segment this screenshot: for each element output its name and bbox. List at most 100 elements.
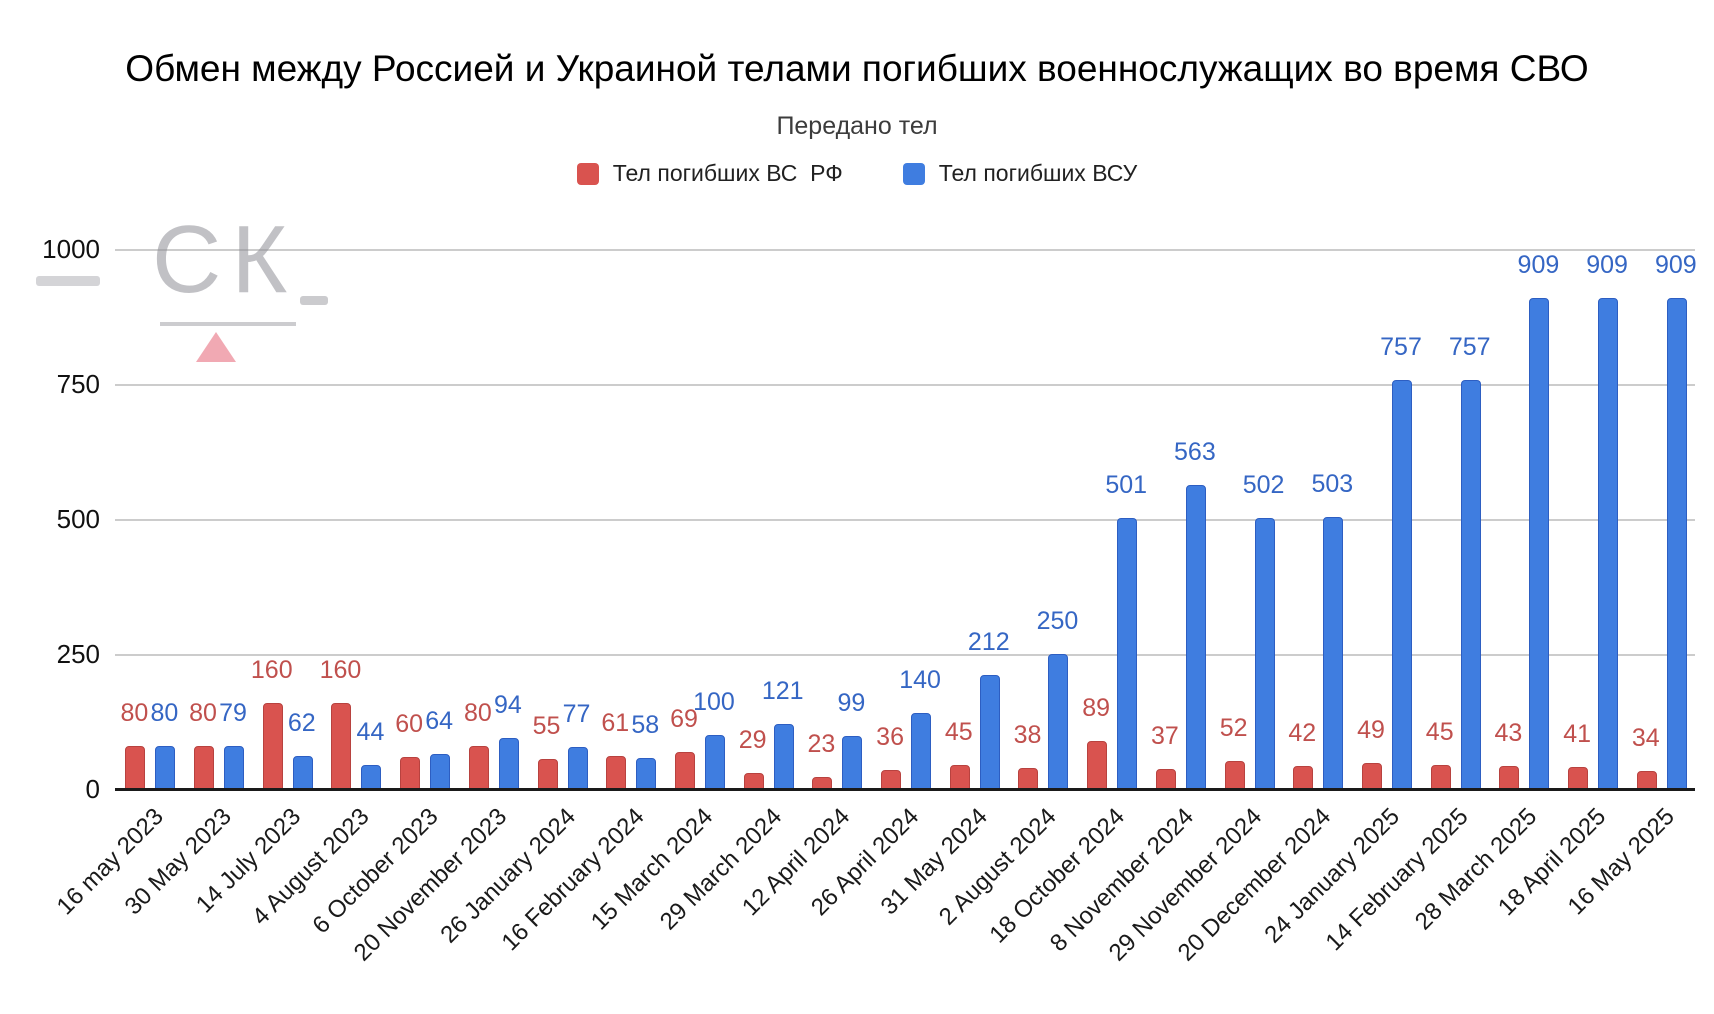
value-label-rf: 80 [463, 698, 492, 727]
bar-vsu [704, 735, 725, 791]
bar-vsu [224, 746, 245, 791]
bar-group: 45 757 14 February 2025 [1321, 251, 1491, 956]
legend-label-rf: Тел погибших ВС РФ [612, 160, 843, 186]
value-label-vsu: 501 [1105, 471, 1148, 500]
value-label-rf: 23 [807, 729, 836, 758]
legend-swatch-vsu-icon [902, 162, 925, 185]
value-label-vsu: 757 [1448, 333, 1491, 362]
bar-vsu [498, 738, 519, 791]
bar-vsu [430, 754, 451, 791]
bar-group: 41 909 18 April 2025 [1493, 251, 1628, 921]
bar-group: 49 757 24 January 2025 [1260, 251, 1422, 948]
bar-vsu [1598, 298, 1619, 791]
x-axis-label: 15 March 2024 [585, 803, 719, 936]
bar-rf [125, 745, 146, 791]
value-label-rf: 80 [189, 698, 217, 727]
value-label-rf: 45 [1425, 717, 1454, 746]
value-label-rf: 34 [1631, 723, 1660, 752]
gridline-750 [115, 384, 1695, 386]
bar-vsu [1117, 518, 1138, 791]
value-label-vsu: 100 [693, 688, 735, 716]
value-label-rf: 55 [532, 712, 561, 741]
bar-group: 38 250 2 August 2024 [934, 251, 1079, 931]
value-label-rf: 160 [250, 655, 293, 684]
value-label-vsu: 80 [150, 698, 179, 727]
bar-rf [194, 745, 215, 791]
bar-vsu [1460, 380, 1481, 791]
gridline-250 [115, 654, 1695, 656]
bar-vsu [979, 674, 1000, 791]
value-label-vsu: 140 [899, 666, 941, 695]
value-label-rf: 29 [738, 726, 767, 755]
bar-group: 43 909 28 March 2025 [1410, 251, 1560, 935]
bar-group: 80 80 16 may 2023 [51, 251, 184, 920]
value-label-vsu: 909 [1517, 251, 1560, 280]
value-label-vsu: 757 [1380, 333, 1422, 362]
bar-vsu [292, 755, 313, 791]
value-label-rf: 42 [1288, 719, 1317, 748]
bar-vsu [842, 735, 863, 791]
bar-vsu [567, 747, 588, 791]
value-label-vsu: 909 [1586, 251, 1628, 280]
bar-vsu [1392, 380, 1412, 791]
bar-vsu [1323, 517, 1344, 791]
bar-vsu [155, 745, 176, 791]
bar-vsu [1254, 517, 1275, 791]
value-label-rf: 41 [1563, 719, 1592, 748]
bar-rf [262, 702, 283, 791]
value-label-rf: 49 [1357, 715, 1385, 744]
chart-title: Обмен между Россией и Украиной телами по… [125, 48, 1589, 89]
legend-swatch-rf-icon [576, 162, 599, 185]
bar-rf [674, 751, 695, 791]
value-label-vsu: 563 [1174, 437, 1216, 466]
bar-vsu [1048, 654, 1069, 791]
legend-item-vsu: Тел погибших ВСУ [902, 160, 1138, 187]
value-label-vsu: 909 [1654, 251, 1697, 280]
value-label-rf: 37 [1150, 722, 1179, 751]
value-label-rf: 160 [319, 655, 362, 684]
legend-label-vsu: Тел погибших ВСУ [938, 160, 1138, 186]
bar-vsu [1529, 298, 1550, 791]
y-tick-label-0: 0 [85, 774, 100, 804]
bar-group: 80 79 30 May 2023 [120, 251, 253, 920]
value-label-vsu: 503 [1311, 470, 1354, 499]
value-label-rf: 60 [395, 709, 424, 738]
bar-group: 23 99 12 April 2024 [737, 251, 871, 922]
bar-group: 36 140 26 April 2024 [806, 251, 941, 921]
value-label-vsu: 64 [425, 707, 454, 736]
bar-vsu [1185, 484, 1206, 791]
value-label-vsu: 99 [837, 688, 866, 717]
bar-group: 42 503 20 December 2024 [1173, 251, 1354, 966]
gridline-500 [115, 519, 1695, 521]
bar-rf [1224, 760, 1245, 791]
value-label-vsu: 121 [761, 676, 804, 705]
value-label-rf: 52 [1219, 713, 1248, 742]
bar-group: 37 563 8 November 2024 [1045, 251, 1216, 957]
value-label-vsu: 212 [967, 627, 1010, 656]
y-tick-label-500: 500 [56, 504, 100, 534]
chart-legend: Тел погибших ВС РФ Тел погибших ВСУ [0, 160, 1714, 187]
bar-group: 61 58 16 February 2024 [496, 251, 665, 956]
bar-group: 69 100 15 March 2024 [586, 251, 735, 935]
bar-group: 160 44 4 August 2023 [247, 251, 390, 931]
value-label-vsu: 58 [631, 710, 660, 739]
bar-group: 89 501 18 October 2024 [985, 251, 1148, 948]
bar-vsu [1666, 298, 1687, 791]
value-label-vsu: 77 [562, 700, 591, 729]
watermark-dash-left [36, 276, 100, 286]
legend-item-rf: Тел погибших ВС РФ [576, 160, 843, 187]
bar-group: 160 62 14 July 2023 [191, 251, 321, 919]
bar-rf [331, 702, 352, 791]
bar-rf [537, 759, 558, 791]
bar-rf [1362, 762, 1382, 791]
value-label-rf: 69 [670, 704, 698, 733]
value-label-vsu: 250 [1036, 607, 1079, 635]
value-label-vsu: 44 [356, 718, 385, 747]
bar-vsu [773, 723, 794, 791]
bar-group: 29 121 29 March 2024 [654, 251, 804, 936]
bar-group: 34 909 16 May 2025 [1563, 251, 1697, 920]
bar-rf [1087, 740, 1108, 791]
gridline-1000 [115, 249, 1695, 251]
x-axis-line [115, 788, 1695, 791]
value-label-rf: 43 [1494, 718, 1523, 747]
